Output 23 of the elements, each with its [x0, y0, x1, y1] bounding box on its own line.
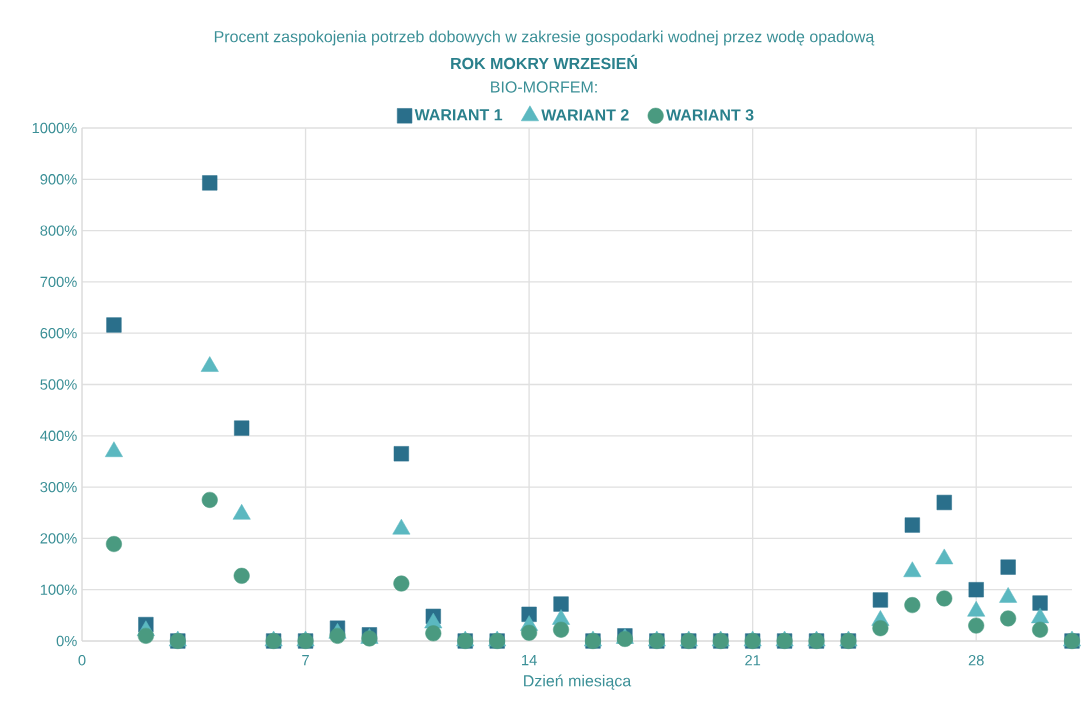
x-tick-label: 0 — [78, 655, 86, 666]
y-tick-label: 600% — [40, 328, 77, 339]
y-tick-label: 700% — [40, 276, 77, 288]
x-tick-label: 7 — [302, 655, 309, 666]
legend-label: WARIANT 3 — [666, 109, 754, 121]
y-tick-label: 900% — [40, 174, 77, 185]
y-tick-label: 200% — [40, 533, 77, 544]
x-tick-label: 21 — [745, 655, 761, 666]
legend-label: WARIANT 1 — [414, 109, 503, 121]
x-axis-title: Dzień miesiąca — [524, 674, 632, 690]
y-tick-label: 1000% — [32, 122, 77, 134]
y-tick-label: 100% — [40, 584, 77, 595]
chart-subtitle: ROK MOKRY WRZESIEŃ — [451, 54, 637, 70]
y-tick-label: 800% — [40, 225, 77, 236]
y-tick-label: 300% — [40, 481, 77, 493]
x-tick-label: 14 — [522, 655, 537, 666]
y-tick-label: 0% — [56, 635, 77, 647]
legend-title: BIO-MORFEM: — [491, 81, 597, 93]
y-tick-label: 500% — [40, 379, 77, 390]
legend-label: WARIANT 2 — [541, 109, 629, 121]
chart-title: Procent zaspokojenia potrzeb dobowych w zakresie gospodarki wodnej przez wodę opadową — [214, 30, 875, 46]
y-tick-label: 400% — [40, 430, 77, 441]
x-tick-label: 28 — [968, 655, 984, 666]
